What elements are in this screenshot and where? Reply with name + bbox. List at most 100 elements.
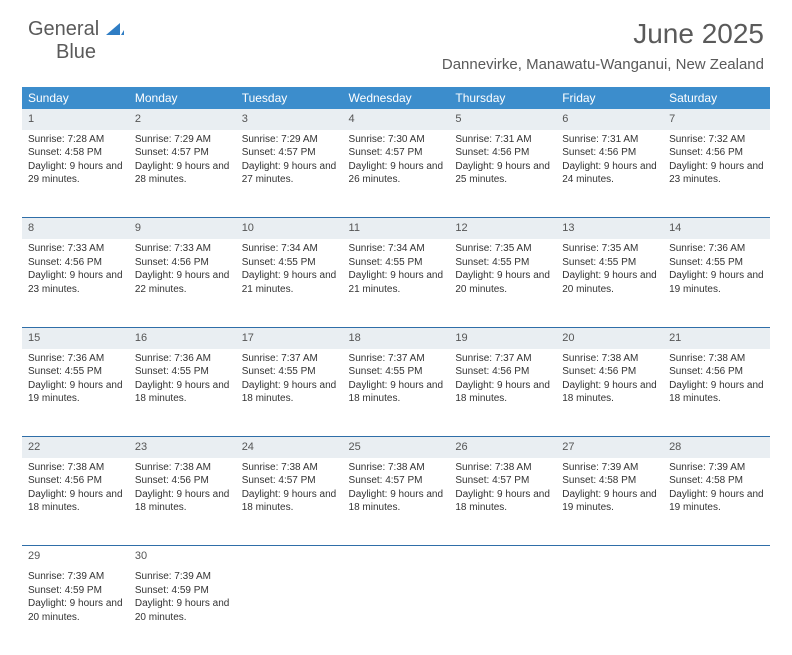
- day-number-cell: 27: [556, 437, 663, 458]
- day-cell: Sunrise: 7:38 AMSunset: 4:56 PMDaylight:…: [22, 458, 129, 546]
- day-number-cell: 17: [236, 327, 343, 348]
- day-number-cell: [449, 546, 556, 567]
- day-number-cell: 23: [129, 437, 236, 458]
- daynum-row: 15161718192021: [22, 327, 770, 348]
- day-cell: [449, 567, 556, 655]
- day-cell: Sunrise: 7:38 AMSunset: 4:56 PMDaylight:…: [556, 349, 663, 437]
- logo-word1: General: [28, 18, 99, 40]
- day-content-row: Sunrise: 7:28 AMSunset: 4:58 PMDaylight:…: [22, 130, 770, 218]
- day-number-cell: 18: [343, 327, 450, 348]
- day-cell-text: Sunrise: 7:39 AMSunset: 4:58 PMDaylight:…: [669, 458, 764, 515]
- day-cell: [663, 567, 770, 655]
- day-cell-text: Sunrise: 7:29 AMSunset: 4:57 PMDaylight:…: [242, 130, 337, 187]
- day-cell-text: Sunrise: 7:36 AMSunset: 4:55 PMDaylight:…: [135, 349, 230, 406]
- day-cell-text: Sunrise: 7:36 AMSunset: 4:55 PMDaylight:…: [669, 239, 764, 296]
- day-cell-text: Sunrise: 7:34 AMSunset: 4:55 PMDaylight:…: [349, 239, 444, 296]
- day-cell: Sunrise: 7:30 AMSunset: 4:57 PMDaylight:…: [343, 130, 450, 218]
- day-cell-text: Sunrise: 7:33 AMSunset: 4:56 PMDaylight:…: [135, 239, 230, 296]
- weekday-header: Thursday: [449, 87, 556, 109]
- day-cell: Sunrise: 7:33 AMSunset: 4:56 PMDaylight:…: [22, 239, 129, 327]
- day-number-cell: 14: [663, 218, 770, 239]
- daynum-row: 2930: [22, 546, 770, 567]
- day-cell-text: Sunrise: 7:38 AMSunset: 4:56 PMDaylight:…: [135, 458, 230, 515]
- day-cell-text: Sunrise: 7:39 AMSunset: 4:59 PMDaylight:…: [28, 567, 123, 624]
- day-content-row: Sunrise: 7:36 AMSunset: 4:55 PMDaylight:…: [22, 349, 770, 437]
- title-block: June 2025 Dannevirke, Manawatu-Wanganui,…: [442, 18, 764, 73]
- day-cell-text: Sunrise: 7:37 AMSunset: 4:55 PMDaylight:…: [242, 349, 337, 406]
- day-cell: Sunrise: 7:39 AMSunset: 4:59 PMDaylight:…: [129, 567, 236, 655]
- day-number-cell: 20: [556, 327, 663, 348]
- calendar-head: SundayMondayTuesdayWednesdayThursdayFrid…: [22, 87, 770, 109]
- day-cell-text: Sunrise: 7:33 AMSunset: 4:56 PMDaylight:…: [28, 239, 123, 296]
- day-content-row: Sunrise: 7:39 AMSunset: 4:59 PMDaylight:…: [22, 567, 770, 655]
- day-number-cell: [343, 546, 450, 567]
- day-cell: Sunrise: 7:28 AMSunset: 4:58 PMDaylight:…: [22, 130, 129, 218]
- day-number-cell: 30: [129, 546, 236, 567]
- day-cell: Sunrise: 7:39 AMSunset: 4:58 PMDaylight:…: [663, 458, 770, 546]
- day-cell: Sunrise: 7:29 AMSunset: 4:57 PMDaylight:…: [129, 130, 236, 218]
- day-cell-text: Sunrise: 7:37 AMSunset: 4:56 PMDaylight:…: [455, 349, 550, 406]
- weekday-header-row: SundayMondayTuesdayWednesdayThursdayFrid…: [22, 87, 770, 109]
- day-cell-text: Sunrise: 7:28 AMSunset: 4:58 PMDaylight:…: [28, 130, 123, 187]
- day-number-cell: 4: [343, 109, 450, 130]
- day-cell-text: Sunrise: 7:30 AMSunset: 4:57 PMDaylight:…: [349, 130, 444, 187]
- day-cell-text: Sunrise: 7:38 AMSunset: 4:57 PMDaylight:…: [242, 458, 337, 515]
- day-cell: Sunrise: 7:37 AMSunset: 4:56 PMDaylight:…: [449, 349, 556, 437]
- day-number-cell: 29: [22, 546, 129, 567]
- day-cell-text: Sunrise: 7:37 AMSunset: 4:55 PMDaylight:…: [349, 349, 444, 406]
- day-cell: Sunrise: 7:34 AMSunset: 4:55 PMDaylight:…: [236, 239, 343, 327]
- day-number-cell: 22: [22, 437, 129, 458]
- day-number-cell: 11: [343, 218, 450, 239]
- logo: General Blue: [28, 18, 124, 64]
- weekday-header: Saturday: [663, 87, 770, 109]
- day-number-cell: 10: [236, 218, 343, 239]
- title-month: June 2025: [442, 18, 764, 50]
- day-cell-text: Sunrise: 7:32 AMSunset: 4:56 PMDaylight:…: [669, 130, 764, 187]
- day-content-row: Sunrise: 7:38 AMSunset: 4:56 PMDaylight:…: [22, 458, 770, 546]
- day-cell-text: Sunrise: 7:29 AMSunset: 4:57 PMDaylight:…: [135, 130, 230, 187]
- day-cell-text: Sunrise: 7:35 AMSunset: 4:55 PMDaylight:…: [562, 239, 657, 296]
- day-cell-text: Sunrise: 7:35 AMSunset: 4:55 PMDaylight:…: [455, 239, 550, 296]
- day-number-cell: 9: [129, 218, 236, 239]
- day-cell: Sunrise: 7:31 AMSunset: 4:56 PMDaylight:…: [556, 130, 663, 218]
- calendar-table: SundayMondayTuesdayWednesdayThursdayFrid…: [22, 87, 770, 655]
- day-cell: Sunrise: 7:33 AMSunset: 4:56 PMDaylight:…: [129, 239, 236, 327]
- day-number-cell: 1: [22, 109, 129, 130]
- day-number-cell: 21: [663, 327, 770, 348]
- day-cell: Sunrise: 7:37 AMSunset: 4:55 PMDaylight:…: [236, 349, 343, 437]
- day-cell: Sunrise: 7:38 AMSunset: 4:57 PMDaylight:…: [449, 458, 556, 546]
- logo-sail-icon: [106, 21, 124, 40]
- day-cell: Sunrise: 7:38 AMSunset: 4:57 PMDaylight:…: [236, 458, 343, 546]
- day-number-cell: 26: [449, 437, 556, 458]
- day-cell-text: Sunrise: 7:39 AMSunset: 4:59 PMDaylight:…: [135, 567, 230, 624]
- day-cell: Sunrise: 7:39 AMSunset: 4:59 PMDaylight:…: [22, 567, 129, 655]
- day-cell: Sunrise: 7:36 AMSunset: 4:55 PMDaylight:…: [129, 349, 236, 437]
- day-number-cell: 8: [22, 218, 129, 239]
- weekday-header: Sunday: [22, 87, 129, 109]
- day-cell-text: Sunrise: 7:31 AMSunset: 4:56 PMDaylight:…: [455, 130, 550, 187]
- day-number-cell: 28: [663, 437, 770, 458]
- weekday-header: Monday: [129, 87, 236, 109]
- title-location: Dannevirke, Manawatu-Wanganui, New Zeala…: [442, 56, 764, 73]
- day-cell: Sunrise: 7:32 AMSunset: 4:56 PMDaylight:…: [663, 130, 770, 218]
- day-cell: Sunrise: 7:38 AMSunset: 4:56 PMDaylight:…: [663, 349, 770, 437]
- day-cell: Sunrise: 7:34 AMSunset: 4:55 PMDaylight:…: [343, 239, 450, 327]
- day-cell: Sunrise: 7:35 AMSunset: 4:55 PMDaylight:…: [449, 239, 556, 327]
- day-number-cell: 19: [449, 327, 556, 348]
- day-cell: [236, 567, 343, 655]
- day-cell-text: Sunrise: 7:39 AMSunset: 4:58 PMDaylight:…: [562, 458, 657, 515]
- day-cell-text: Sunrise: 7:31 AMSunset: 4:56 PMDaylight:…: [562, 130, 657, 187]
- day-number-cell: 3: [236, 109, 343, 130]
- day-cell: Sunrise: 7:36 AMSunset: 4:55 PMDaylight:…: [22, 349, 129, 437]
- day-cell-text: Sunrise: 7:38 AMSunset: 4:56 PMDaylight:…: [669, 349, 764, 406]
- day-cell-text: Sunrise: 7:38 AMSunset: 4:57 PMDaylight:…: [455, 458, 550, 515]
- day-cell-text: Sunrise: 7:34 AMSunset: 4:55 PMDaylight:…: [242, 239, 337, 296]
- day-cell: [556, 567, 663, 655]
- day-content-row: Sunrise: 7:33 AMSunset: 4:56 PMDaylight:…: [22, 239, 770, 327]
- daynum-row: 22232425262728: [22, 437, 770, 458]
- day-number-cell: 13: [556, 218, 663, 239]
- day-cell: Sunrise: 7:38 AMSunset: 4:57 PMDaylight:…: [343, 458, 450, 546]
- day-cell-text: Sunrise: 7:36 AMSunset: 4:55 PMDaylight:…: [28, 349, 123, 406]
- calendar-body: 1234567Sunrise: 7:28 AMSunset: 4:58 PMDa…: [22, 109, 770, 655]
- day-cell: Sunrise: 7:31 AMSunset: 4:56 PMDaylight:…: [449, 130, 556, 218]
